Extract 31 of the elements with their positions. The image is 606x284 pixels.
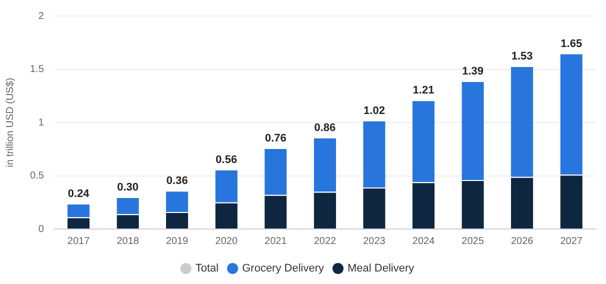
legend-label: Meal Delivery xyxy=(348,262,415,275)
x-tick-label: 2027 xyxy=(560,236,583,247)
y-tick-label: 1.5 xyxy=(30,64,44,75)
total-label: 1.39 xyxy=(462,65,484,78)
total-label: 0.24 xyxy=(68,188,90,200)
x-tick-label: 2019 xyxy=(166,236,189,247)
y-tick-label: 2 xyxy=(38,10,44,22)
legend-label: Grocery Delivery xyxy=(242,262,325,275)
y-tick-label: 1 xyxy=(38,117,44,128)
total-label: 0.86 xyxy=(314,122,336,134)
x-tick-label: 2024 xyxy=(412,236,436,247)
x-tick-label: 2025 xyxy=(462,236,484,247)
total-label: 0.36 xyxy=(166,175,188,188)
x-tick-label: 2020 xyxy=(215,236,238,247)
x-tick-label: 2022 xyxy=(314,236,337,247)
total-label: 0.56 xyxy=(216,154,238,166)
total-label: 1.02 xyxy=(364,104,385,117)
total-label: 1.65 xyxy=(560,38,582,50)
total-label: 0.76 xyxy=(264,132,286,145)
x-tick-label: 2018 xyxy=(116,236,140,247)
legend-label: Total xyxy=(195,262,219,275)
total-label: 1.21 xyxy=(412,84,434,97)
x-tick-label: 2017 xyxy=(67,236,90,247)
y-tick-label: 0.5 xyxy=(30,170,44,182)
y-tick-label: 0 xyxy=(38,224,44,235)
total-label: 1.53 xyxy=(511,50,533,63)
total-label: 0.30 xyxy=(117,182,139,194)
x-tick-label: 2026 xyxy=(510,236,534,247)
x-tick-label: 2023 xyxy=(363,236,386,247)
x-tick-label: 2021 xyxy=(264,236,288,247)
y-axis-title: in trillion USD (US$) xyxy=(4,78,16,168)
